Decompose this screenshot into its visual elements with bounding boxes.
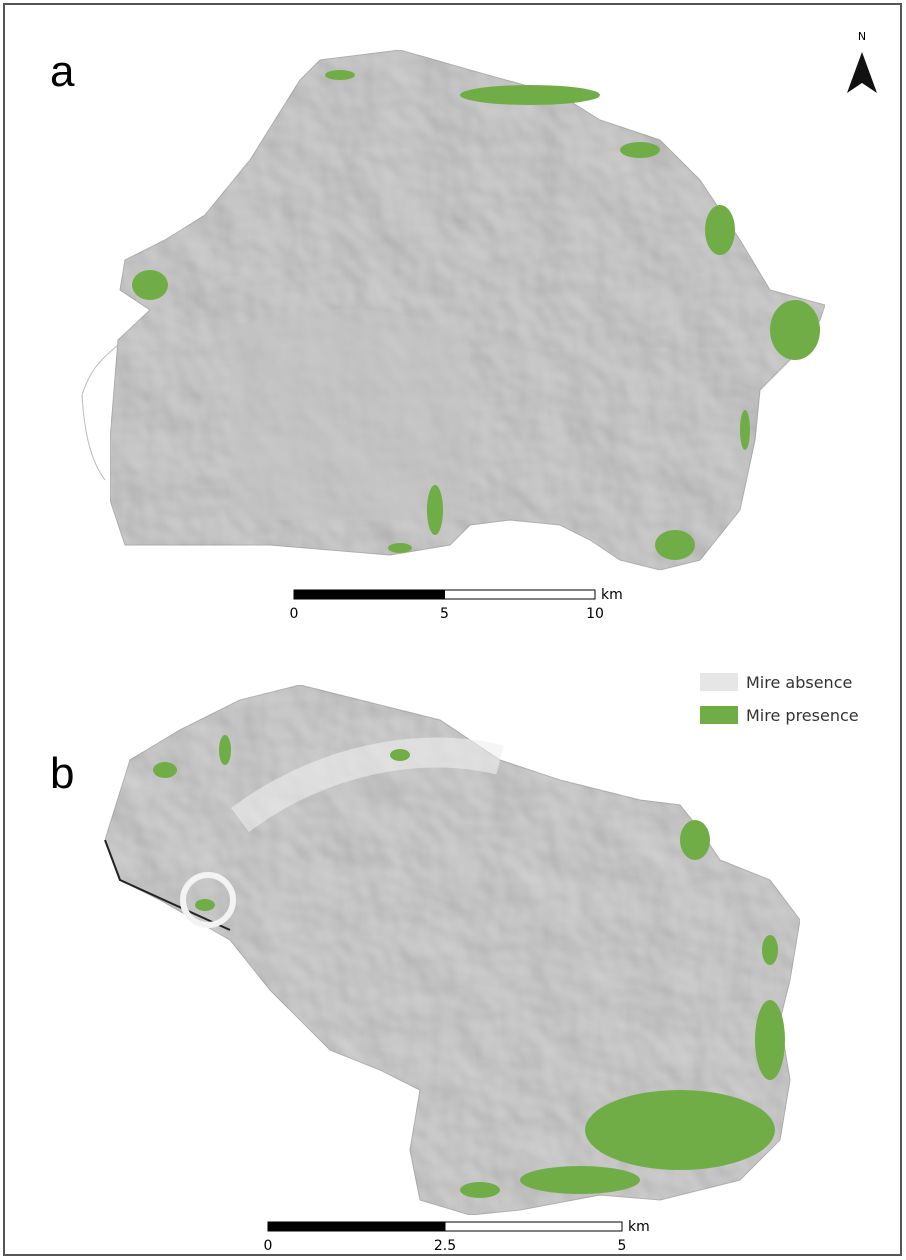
scale-tick-label: 10	[586, 606, 604, 622]
north-label: N	[858, 30, 866, 43]
scale-tick-label: 2.5	[434, 1238, 456, 1254]
scale-segment	[293, 589, 445, 600]
scale-segment	[444, 589, 596, 600]
scale-tick-label: 5	[618, 1238, 627, 1254]
scale-tick-label: 0	[290, 606, 299, 622]
scale-segment	[267, 1221, 446, 1232]
scale-segment	[444, 1221, 623, 1232]
scale-tick-label: 5	[440, 606, 449, 622]
legend-label: Mire presence	[746, 706, 859, 725]
legend-swatch	[700, 706, 738, 724]
mire-patches	[153, 735, 785, 1198]
coastline	[81, 394, 106, 481]
frame	[3, 3, 902, 1256]
mire-patches	[132, 70, 820, 560]
scale-unit: km	[628, 1219, 650, 1235]
legend-swatch	[700, 673, 738, 691]
north-arrow	[847, 52, 862, 93]
caldera	[230, 308, 470, 520]
crater	[180, 872, 236, 928]
cliff	[104, 839, 231, 931]
north-arrow	[862, 52, 877, 93]
panel-label: b	[50, 749, 74, 798]
ridge	[231, 737, 504, 833]
scale-unit: km	[601, 587, 623, 603]
island-b	[104, 684, 801, 1216]
legend-label: Mire absence	[746, 673, 852, 692]
scale-tick-label: 0	[264, 1238, 273, 1254]
panel-label: a	[50, 47, 75, 96]
coastline	[81, 344, 119, 396]
